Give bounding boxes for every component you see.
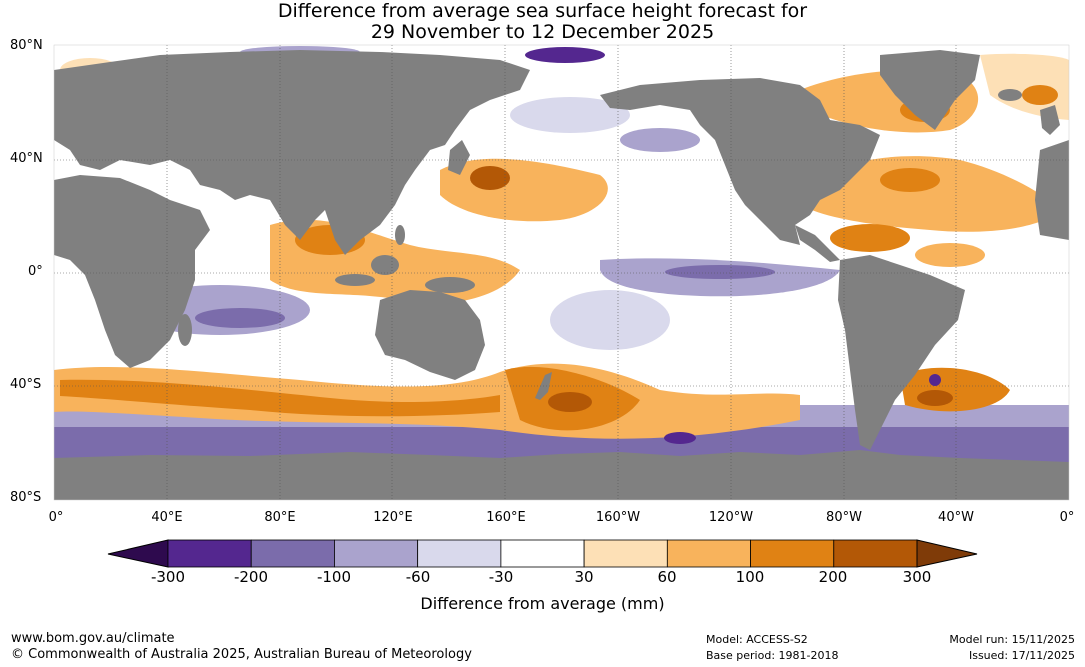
map-title-line2: 29 November to 12 December 2025	[370, 21, 715, 43]
lat-label-0: 0°	[28, 264, 43, 279]
anomaly-peak-kuroshio	[470, 166, 510, 190]
positive-anomaly-core-indian	[60, 379, 500, 417]
negative-anomaly-spot-2	[929, 374, 941, 386]
lat-label-40s: 40°S	[10, 377, 42, 392]
land-africa	[54, 175, 210, 368]
positive-anomaly-caribbean	[830, 224, 910, 252]
weak-negative-north-pacific	[510, 97, 630, 133]
colorbar	[107, 539, 978, 568]
lon-label-160e: 160°E	[486, 510, 526, 525]
colorbar-cell	[583, 539, 668, 568]
land-western-europe-africa	[1035, 140, 1069, 240]
colorbar-cell	[666, 539, 751, 568]
positive-anomaly-tropical-atlantic	[915, 243, 985, 267]
lon-label-40w: 40°W	[938, 510, 974, 525]
colorbar-tick: 300	[902, 568, 932, 586]
colorbar-cell	[334, 539, 419, 568]
colorbar-tick: -60	[405, 568, 431, 586]
lat-label-80s: 80°S	[10, 490, 42, 505]
footer-model: Model: ACCESS-S2	[706, 633, 808, 646]
colorbar-min-arrow	[107, 539, 169, 568]
land-eurasia	[54, 50, 530, 255]
positive-anomaly-gulf-stream	[800, 156, 1060, 232]
colorbar-cell	[250, 539, 335, 568]
lon-label-80w: 80°W	[826, 510, 862, 525]
colorbar-max-arrow	[916, 539, 978, 568]
land-antarctica	[54, 450, 1069, 500]
colorbar-tick: -300	[150, 568, 186, 586]
footer-model-run: Model run: 15/11/2025	[949, 633, 1075, 646]
negative-anomaly-arctic	[525, 47, 605, 63]
land-iceland	[998, 89, 1022, 101]
land-madagascar	[178, 314, 192, 346]
land-layer	[54, 50, 1069, 500]
lon-label-160w: 160°W	[595, 510, 641, 525]
colorbar-tick: 100	[735, 568, 765, 586]
lon-label-120w: 120°W	[708, 510, 754, 525]
colorbar-tick: -30	[488, 568, 514, 586]
land-central-america	[795, 225, 840, 262]
colorbar-cells	[167, 539, 918, 568]
colorbar-cell	[750, 539, 835, 568]
land-borneo	[371, 255, 399, 275]
colorbar-tick: -100	[316, 568, 352, 586]
lat-label-80n: 80°N	[10, 38, 43, 53]
weak-negative-south-pacific	[550, 290, 670, 350]
land-australia	[375, 290, 485, 380]
negative-anomaly-spot-1	[664, 432, 696, 444]
anomaly-core-gulf-stream	[880, 168, 940, 192]
map-frame	[53, 44, 1070, 501]
grid-lines	[54, 45, 1069, 500]
colorbar-tick: 200	[818, 568, 848, 586]
lon-label-40e: 40°E	[151, 510, 183, 525]
land-british-isles	[1040, 105, 1060, 135]
colorbar-cell	[417, 539, 502, 568]
footer-issued: Issued: 17/11/2025	[968, 649, 1075, 662]
anomaly-core-norwegian-sea	[1022, 85, 1058, 105]
colorbar-tick: -200	[233, 568, 269, 586]
footer-base-period: Base period: 1981-2018	[706, 649, 839, 662]
anomaly-peak-south-atlantic	[917, 390, 953, 406]
colorbar-title: Difference from average (mm)	[420, 594, 665, 613]
land-philippines	[395, 225, 405, 245]
negative-anomaly-indian-core	[195, 308, 285, 328]
colorbar-tick: 60	[657, 568, 677, 586]
colorbar-cell	[167, 539, 252, 568]
land-greenland	[880, 50, 980, 130]
colorbar-cell	[500, 539, 585, 568]
lon-label-80e: 80°E	[264, 510, 296, 525]
negative-anomaly-equatorial-core	[665, 265, 775, 279]
anomaly-peak-new-zealand	[548, 392, 592, 412]
lon-label-0-west: 0°	[48, 510, 64, 525]
land-japan	[448, 140, 470, 175]
lat-label-40n: 40°N	[10, 151, 43, 166]
land-north-america	[600, 78, 880, 245]
lon-label-0-east: 0°	[1059, 510, 1075, 525]
land-sumatra	[335, 274, 375, 286]
land-new-guinea	[425, 277, 475, 293]
footer-url: www.bom.gov.au/climate	[11, 631, 175, 646]
colorbar-tick: 30	[574, 568, 594, 586]
colorbar-cell	[833, 539, 918, 568]
negative-anomaly-north-pacific	[620, 128, 700, 152]
land-south-america	[838, 255, 965, 450]
lon-label-120e: 120°E	[373, 510, 413, 525]
footer-copyright: © Commonwealth of Australia 2025, Austra…	[11, 647, 472, 662]
map-title-line1: Difference from average sea surface heig…	[277, 0, 808, 22]
